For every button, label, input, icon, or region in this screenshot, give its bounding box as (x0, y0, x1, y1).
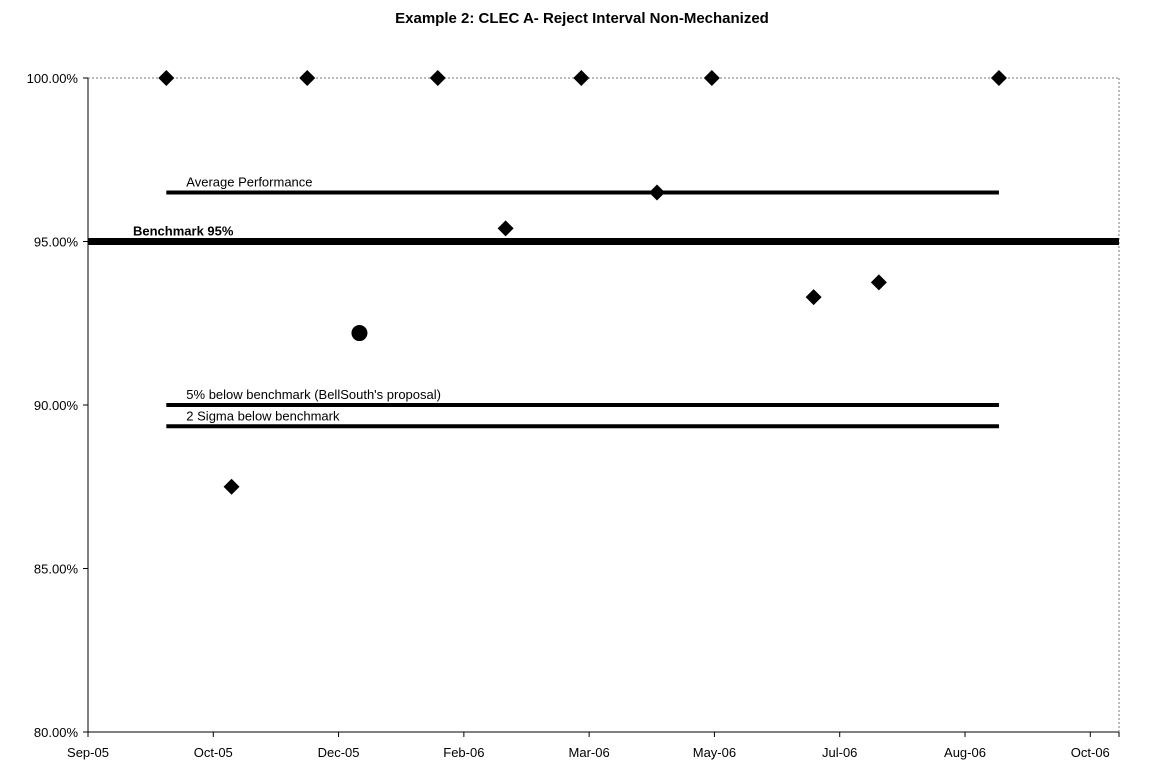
y-tick-label: 85.00% (34, 562, 79, 577)
x-tick-label: Oct-06 (1071, 745, 1110, 760)
x-tick-label: Aug-06 (944, 745, 986, 760)
reference-line-label: 5% below benchmark (BellSouth's proposal… (186, 387, 441, 402)
data-point-diamond (870, 274, 887, 291)
y-tick-label: 90.00% (34, 398, 79, 413)
data-point-diamond (649, 184, 666, 201)
y-tick-label: 95.00% (34, 235, 79, 250)
x-tick-label: May-06 (693, 745, 736, 760)
data-point-diamond (158, 70, 175, 86)
x-tick-label: Mar-06 (569, 745, 610, 760)
data-point-diamond (805, 289, 822, 306)
data-point-diamond (573, 70, 590, 86)
data-point-diamond (497, 220, 514, 237)
data-point-diamond (429, 70, 446, 86)
chart-title: Example 2: CLEC A- Reject Interval Non-M… (395, 10, 769, 27)
y-tick-label: 100.00% (27, 71, 79, 86)
data-point-diamond (299, 70, 316, 86)
data-point-diamond (703, 70, 720, 86)
x-tick-label: Jul-06 (822, 745, 857, 760)
reference-line-label: 2 Sigma below benchmark (186, 408, 340, 423)
reference-line-label: Benchmark 95% (133, 224, 234, 239)
reference-lines: Average Performance Benchmark 95% 5% below… (88, 174, 1119, 429)
data-point-diamond (223, 478, 240, 495)
y-tick-label: 80.00% (34, 725, 79, 740)
data-point-circle (351, 325, 368, 342)
x-tick-label: Oct-05 (194, 745, 233, 760)
x-tick-label: Feb-06 (443, 745, 484, 760)
axes: 80.00% 85.00% 90.00% 95.00% 100.00% Sep-05 Oct… (27, 71, 1120, 760)
data-point-diamond (990, 70, 1007, 86)
x-tick-label: Dec-05 (318, 745, 360, 760)
x-tick-label: Sep-05 (67, 745, 109, 760)
reference-line-label: Average Performance (186, 174, 312, 189)
data-points (158, 70, 1007, 495)
